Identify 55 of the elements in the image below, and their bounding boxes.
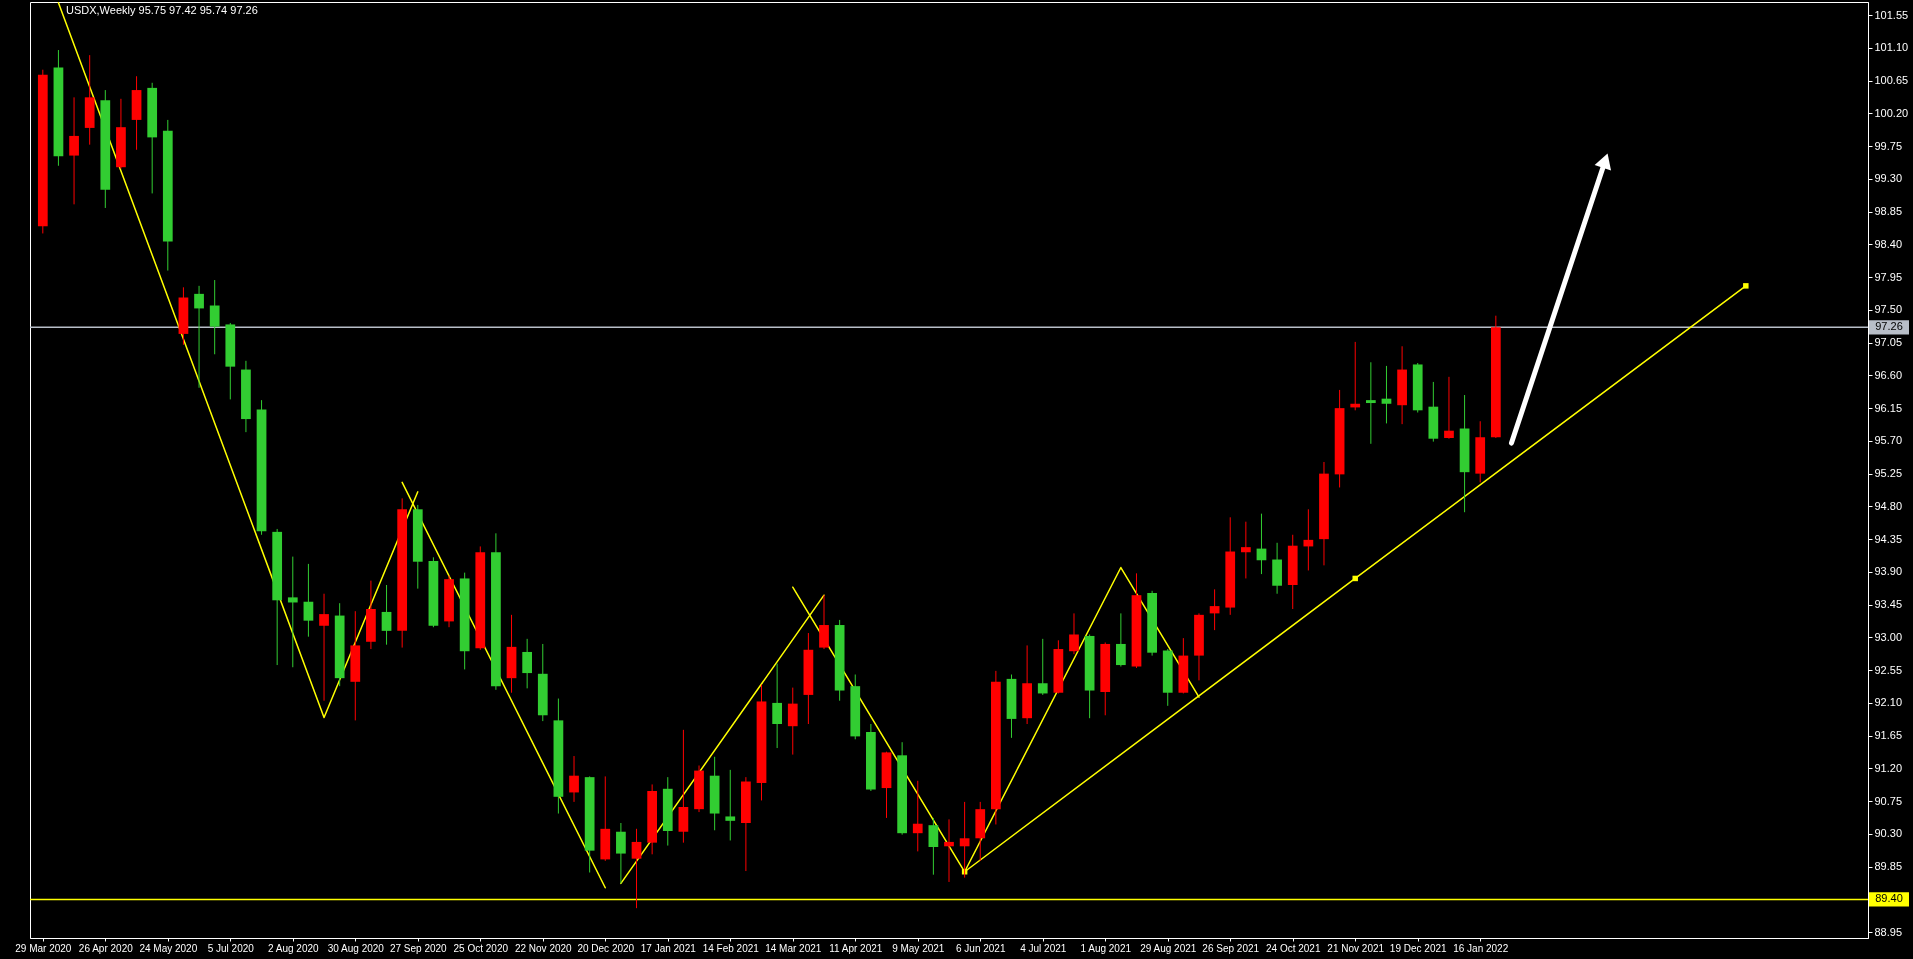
ref-line-label: 97.26: [1875, 320, 1903, 333]
x-tick-label: 27 Sep 2020: [389, 942, 448, 954]
y-tick-label: 90.75: [1874, 794, 1903, 807]
x-tick-label: 17 Jan 2021: [640, 942, 697, 954]
y-tick-label: 95.25: [1874, 467, 1903, 480]
y-tick-label: 100.65: [1874, 74, 1909, 87]
x-tick-label: 29 Aug 2021: [1140, 942, 1197, 954]
x-tick-label: 26 Apr 2020: [78, 942, 134, 954]
y-tick-label: 94.80: [1874, 499, 1903, 512]
x-tick-label: 9 May 2021: [892, 942, 945, 954]
x-tick-label: 1 Aug 2021: [1080, 942, 1132, 954]
ref-line-label: 89.40: [1875, 892, 1903, 905]
y-tick-label: 98.40: [1874, 237, 1903, 250]
chart-title: USDX,Weekly 95.75 97.42 95.74 97.26: [66, 4, 258, 16]
x-tick-label: 14 Feb 2021: [702, 942, 760, 954]
x-tick-label: 22 Nov 2020: [514, 942, 573, 954]
y-tick-label: 101.10: [1874, 41, 1909, 54]
x-tick-label: 19 Dec 2021: [1389, 942, 1448, 954]
x-tick-label: 20 Dec 2020: [577, 942, 635, 954]
y-tick-label: 100.20: [1874, 106, 1909, 119]
y-tick-label: 96.15: [1874, 401, 1903, 414]
x-tick-label: 24 Oct 2021: [1265, 942, 1321, 954]
y-tick-label: 97.95: [1874, 270, 1903, 283]
y-tick-label: 99.30: [1874, 172, 1903, 185]
y-tick-label: 93.90: [1874, 565, 1903, 578]
y-tick-label: 95.70: [1874, 434, 1903, 447]
y-tick-label: 97.05: [1874, 336, 1903, 349]
y-tick-label: 97.50: [1874, 303, 1903, 316]
y-tick-label: 94.35: [1874, 532, 1903, 545]
y-tick-label: 92.10: [1874, 696, 1903, 709]
x-tick-label: 30 Aug 2020: [327, 942, 385, 954]
x-tick-label: 4 Jul 2021: [1020, 942, 1067, 954]
x-tick-label: 2 Aug 2020: [267, 942, 320, 954]
x-tick-label: 26 Sep 2021: [1202, 942, 1260, 954]
y-tick-label: 91.20: [1874, 761, 1903, 774]
y-tick-label: 99.75: [1874, 139, 1903, 152]
y-tick-label: 101.55: [1874, 8, 1909, 21]
y-tick-label: 90.30: [1874, 827, 1903, 840]
x-tick-label: 24 May 2020: [139, 942, 198, 954]
y-tick-label: 92.55: [1874, 663, 1903, 676]
x-tick-label: 14 Mar 2021: [765, 942, 822, 954]
y-tick-label: 98.85: [1874, 205, 1903, 218]
x-tick-label: 6 Jun 2021: [956, 942, 1006, 954]
y-tick-label: 96.60: [1874, 368, 1903, 381]
x-tick-label: 21 Nov 2021: [1327, 942, 1385, 954]
y-tick-label: 89.85: [1874, 860, 1903, 873]
y-tick-label: 93.00: [1874, 630, 1903, 643]
x-tick-label: 11 Apr 2021: [829, 942, 883, 954]
x-tick-label: 29 Mar 2020: [15, 942, 72, 954]
x-tick-label: 5 Jul 2020: [207, 942, 255, 954]
x-tick-label: 16 Jan 2022: [1453, 942, 1509, 954]
y-tick-label: 88.95: [1874, 925, 1903, 938]
y-tick-label: 93.45: [1874, 598, 1903, 611]
x-tick-label: 25 Oct 2020: [453, 942, 509, 954]
y-tick-label: 91.65: [1874, 729, 1903, 742]
